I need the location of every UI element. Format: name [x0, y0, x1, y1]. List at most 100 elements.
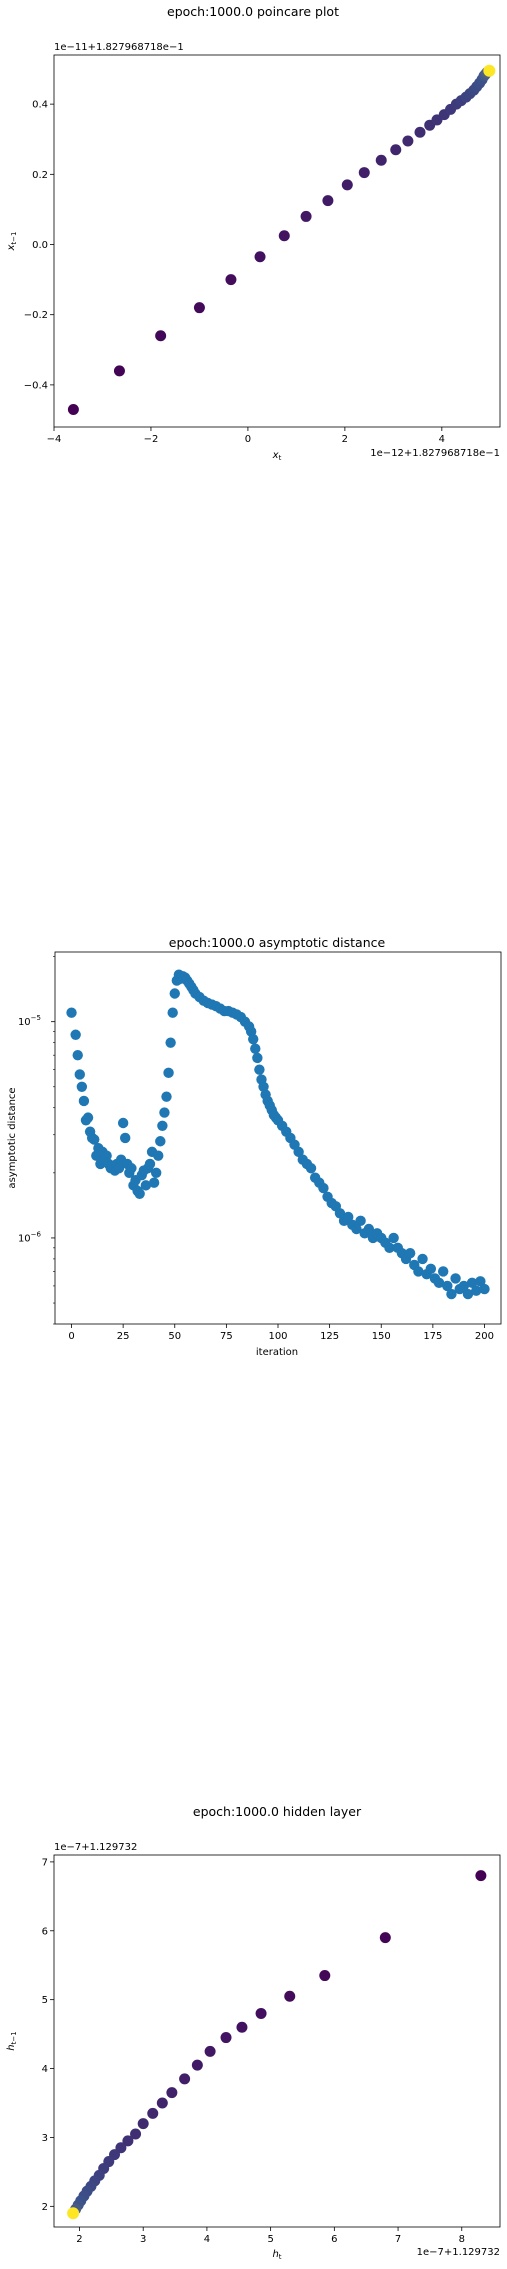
asymptotic-point — [437, 1266, 449, 1277]
asymptotic-point — [433, 1277, 445, 1289]
poincare-y-label: xt−1 — [6, 232, 18, 252]
poincare-point — [358, 167, 370, 179]
y-tick-label: 10−6 — [18, 1230, 42, 1244]
hidden-x-label: ht — [272, 2249, 281, 2260]
asymptotic-point — [450, 1273, 461, 1284]
asymptotic-point — [117, 1117, 129, 1129]
asymptotic-point — [388, 1232, 399, 1244]
poincare-plot-area — [53, 54, 501, 428]
hidden-point — [137, 2118, 149, 2130]
asymptotic-point — [157, 1120, 168, 1132]
asymptotic-point — [404, 1248, 416, 1259]
asymptotic-point — [167, 1007, 178, 1018]
poincare-point — [193, 302, 205, 314]
x-tick-label: 2 — [342, 434, 348, 445]
asymptotic-point — [165, 1037, 176, 1048]
asymptotic-point — [89, 1134, 100, 1145]
poincare-point — [67, 403, 79, 415]
y-tick-label: 10−5 — [18, 1014, 41, 1028]
poincare-point — [375, 154, 387, 166]
x-tick-label: 6 — [331, 2234, 337, 2245]
hidden-y-label: ht−1 — [6, 2031, 18, 2050]
hidden-plot-area — [53, 1854, 501, 2228]
poincare-chart: epoch:1000.0 poincare plot 1e−11+1.82796… — [6, 4, 501, 462]
asymptotic-point — [471, 1285, 482, 1296]
x-tick-label: 8 — [459, 2234, 465, 2245]
x-tick-label: 150 — [372, 1331, 391, 1342]
poincare-point — [155, 330, 167, 342]
hidden-point — [379, 1932, 391, 1944]
hidden-point — [130, 2128, 142, 2140]
hidden-layer-chart: epoch:1000.0 hidden layer 1e−7+1.129732 … — [6, 1804, 501, 2260]
asymptotic-point — [134, 1188, 145, 1199]
poincare-point — [300, 210, 312, 222]
asymptotic-point — [417, 1253, 428, 1265]
poincare-point — [414, 126, 426, 138]
asymptotic-point — [363, 1223, 375, 1235]
x-tick-label: 4 — [204, 2234, 210, 2245]
y-tick-label: 0.0 — [32, 240, 48, 251]
asymptotic-point — [153, 1150, 164, 1161]
hidden-point — [236, 2021, 248, 2033]
poincare-point — [225, 274, 237, 286]
poincare-point — [113, 365, 125, 377]
asymptotic-point — [479, 1283, 490, 1295]
hidden-x-offset: 1e−7+1.129732 — [417, 2247, 500, 2258]
y-tick-label: −0.2 — [24, 310, 48, 321]
poincare-title: epoch:1000.0 poincare plot — [167, 4, 339, 19]
asymptotic-point — [144, 1158, 156, 1170]
asymptotic-point — [66, 1007, 77, 1018]
x-tick-label: 5 — [267, 2234, 273, 2245]
asymptotic-point — [293, 1146, 304, 1158]
y-tick-label: 0.2 — [32, 170, 48, 181]
poincare-points — [67, 64, 496, 415]
asymptotic-point — [425, 1263, 436, 1274]
hidden-title: epoch:1000.0 hidden layer — [193, 1804, 362, 1819]
asymptotic-chart: epoch:1000.0 asymptotic distance 0 25 50 75… — [7, 935, 502, 1358]
asymptotic-point — [155, 1136, 166, 1147]
hidden-point — [319, 1970, 331, 1982]
asymptotic-point — [351, 1223, 362, 1235]
x-tick-label: 175 — [423, 1331, 442, 1342]
y-tick-label: 4 — [42, 2064, 48, 2075]
asymptotic-point — [475, 1276, 486, 1287]
asymptotic-point — [305, 1163, 317, 1174]
x-tick-label: −4 — [47, 434, 62, 445]
hidden-point — [147, 2107, 159, 2119]
x-tick-label: 0 — [245, 434, 251, 445]
poincare-y-offset: 1e−11+1.827968718e−1 — [54, 42, 184, 53]
hidden-point — [255, 2007, 267, 2019]
asymptotic-point — [78, 1095, 90, 1107]
asymptotic-x-label: iteration — [256, 1347, 298, 1358]
x-tick-label: 75 — [220, 1331, 233, 1342]
asymptotic-point — [458, 1280, 470, 1292]
y-tick-label: −0.4 — [24, 380, 48, 391]
poincare-x-label: xt — [272, 450, 282, 462]
x-tick-label: 125 — [320, 1331, 339, 1342]
asymptotic-point — [150, 1167, 162, 1179]
poincare-point — [390, 144, 402, 156]
asymptotic-point — [343, 1211, 354, 1223]
asymptotic-point — [355, 1215, 366, 1227]
asymptotic-point — [74, 1069, 85, 1080]
asymptotic-y-label: asymptotic distance — [7, 1087, 18, 1188]
asymptotic-point — [72, 1049, 83, 1061]
asymptotic-point — [462, 1288, 474, 1300]
poincare-point — [402, 135, 414, 147]
hidden-point — [156, 2097, 168, 2109]
asymptotic-points — [66, 969, 490, 1300]
y-tick-label: 0.4 — [32, 100, 48, 111]
asymptotic-point — [163, 1067, 174, 1079]
asymptotic-point — [254, 1064, 265, 1075]
hidden-point — [220, 2032, 232, 2044]
x-tick-label: 2 — [76, 2234, 82, 2245]
x-tick-label: 7 — [395, 2234, 401, 2245]
hidden-point — [204, 2045, 216, 2057]
poincare-point — [278, 230, 290, 242]
asymptotic-title: epoch:1000.0 asymptotic distance — [169, 935, 386, 950]
x-tick-label: 200 — [475, 1331, 494, 1342]
asymptotic-point — [140, 1180, 152, 1191]
asymptotic-point — [258, 1081, 269, 1092]
asymptotic-point — [161, 1091, 172, 1102]
y-tick-label: 7 — [42, 1857, 48, 1868]
